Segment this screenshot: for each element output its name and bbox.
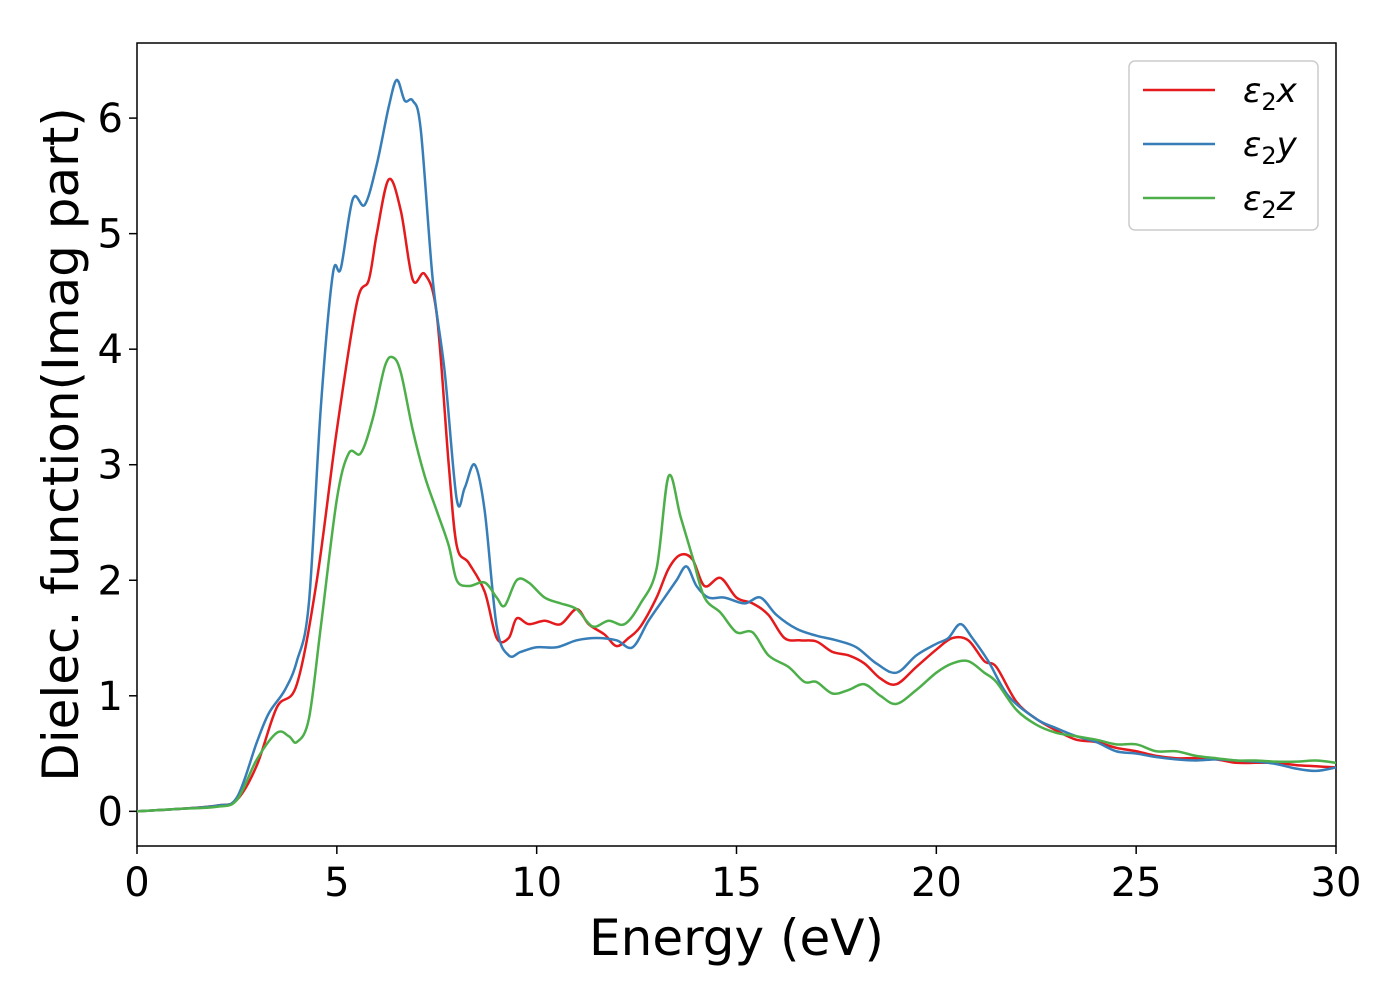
- y-axis: 0 1 2 3 4 5 6: [98, 96, 137, 835]
- y-tick-label: 1: [98, 674, 123, 720]
- y-axis-title: Dielec. function(Imag part): [32, 107, 90, 782]
- legend-label-subscript: 2: [1261, 88, 1276, 116]
- x-tick-label: 0: [124, 860, 149, 906]
- x-tick-label: 25: [1111, 860, 1162, 906]
- y-tick-label: 4: [98, 327, 123, 373]
- y-tick-label: 6: [98, 96, 123, 142]
- y-tick-label: 0: [98, 789, 123, 835]
- y-tick-label: 5: [98, 212, 123, 258]
- x-tick-label: 20: [911, 860, 962, 906]
- legend-label-base: ε: [1243, 179, 1261, 219]
- x-tick-label: 30: [1311, 860, 1362, 906]
- y-tick-label: 2: [98, 558, 123, 604]
- legend-label-base: ε: [1243, 125, 1261, 165]
- x-tick-label: 15: [711, 860, 762, 906]
- legend-label-y: ε2y: [1243, 125, 1298, 170]
- legend-label-subscript: 2: [1261, 196, 1276, 224]
- legend-label-suffix: z: [1276, 179, 1296, 219]
- legend-label-base: ε: [1243, 71, 1261, 111]
- legend-label-z: ε2z: [1243, 179, 1296, 224]
- x-axis: 0 5 10 15 20 25 30: [124, 846, 1361, 906]
- legend-label-x: ε2x: [1243, 71, 1298, 116]
- legend-label-suffix: y: [1276, 125, 1298, 165]
- x-tick-label: 10: [511, 860, 562, 906]
- series-layer: [136, 78, 1337, 813]
- series-line-z: [136, 355, 1337, 813]
- legend-label-suffix: x: [1276, 71, 1298, 111]
- legend-label-subscript: 2: [1261, 142, 1276, 170]
- x-axis-title: Energy (eV): [589, 909, 884, 967]
- legend-box: [1128, 60, 1319, 231]
- x-tick-label: 5: [324, 860, 349, 906]
- y-tick-label: 3: [98, 443, 123, 489]
